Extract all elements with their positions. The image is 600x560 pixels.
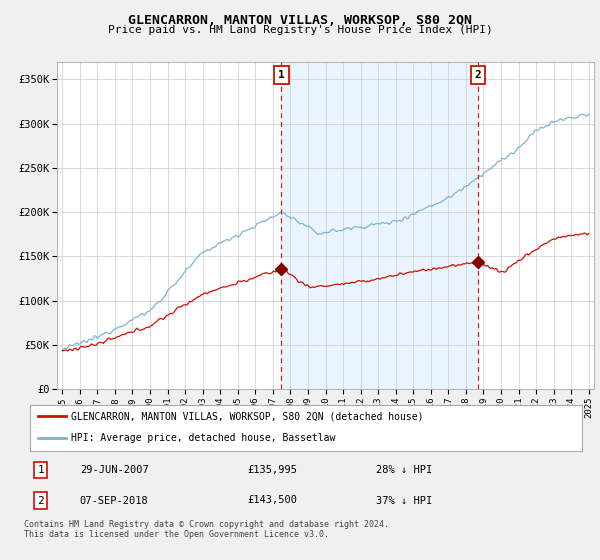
Text: 2: 2 [37,496,44,506]
Text: £143,500: £143,500 [247,496,297,506]
Text: 28% ↓ HPI: 28% ↓ HPI [376,465,432,475]
Text: Price paid vs. HM Land Registry's House Price Index (HPI): Price paid vs. HM Land Registry's House … [107,25,493,35]
Text: 07-SEP-2018: 07-SEP-2018 [80,496,149,506]
Text: GLENCARRON, MANTON VILLAS, WORKSOP, S80 2QN: GLENCARRON, MANTON VILLAS, WORKSOP, S80 … [128,14,472,27]
Text: 1: 1 [278,70,285,80]
Text: 29-JUN-2007: 29-JUN-2007 [80,465,149,475]
Text: £135,995: £135,995 [247,465,297,475]
Text: HPI: Average price, detached house, Bassetlaw: HPI: Average price, detached house, Bass… [71,433,336,444]
Bar [281,62,478,389]
Text: 37% ↓ HPI: 37% ↓ HPI [376,496,432,506]
Text: 1: 1 [37,465,44,475]
Text: Contains HM Land Registry data © Crown copyright and database right 2024.
This d: Contains HM Land Registry data © Crown c… [24,520,389,539]
Text: GLENCARRON, MANTON VILLAS, WORKSOP, S80 2QN (detached house): GLENCARRON, MANTON VILLAS, WORKSOP, S80 … [71,412,424,421]
Text: 2: 2 [475,70,481,80]
